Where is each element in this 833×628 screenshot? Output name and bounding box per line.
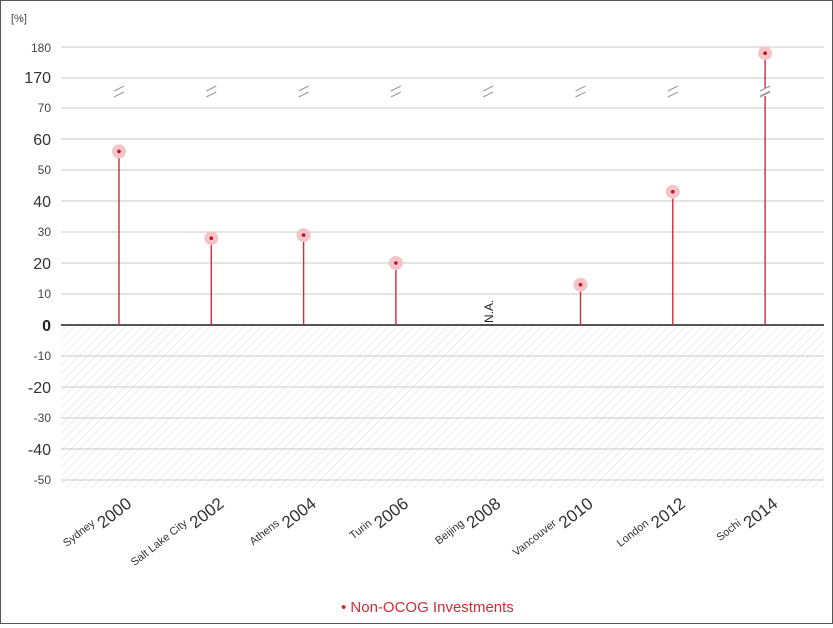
x-label-text: Vancouver 2010 xyxy=(511,492,597,566)
year-label: 2004 xyxy=(278,494,320,532)
axis-break-mark xyxy=(482,85,494,98)
y-tick-label: -40 xyxy=(28,442,51,459)
legend-label: Non-OCOG Investments xyxy=(350,599,513,616)
axis-break-mark xyxy=(298,85,309,98)
y-tick-label: 60 xyxy=(33,132,51,149)
year-label: 2008 xyxy=(463,494,505,532)
y-tick-label: 0 xyxy=(42,318,51,335)
x-label-text: Sydney 2000 xyxy=(61,492,135,556)
axis-break-mark xyxy=(390,85,402,98)
y-tick-labels: 180 170 70 60 50 40 30 20 10 0 -10 -20 -30 -40 -50 xyxy=(24,41,51,487)
x-category-label: Sochi 2014 xyxy=(714,492,781,551)
x-label-text: Salt Lake City 2002 xyxy=(129,492,228,576)
year-label: 2014 xyxy=(740,494,782,532)
x-category-label: Salt Lake City 2002 xyxy=(129,492,228,576)
axis-break-mark xyxy=(575,85,586,98)
year-label: 2006 xyxy=(371,494,413,532)
legend-bullet: • xyxy=(341,599,350,616)
x-category-label: Sydney 2000 xyxy=(61,492,135,556)
data-point xyxy=(665,184,680,325)
x-category-label: Vancouver 2010 xyxy=(511,492,597,566)
y-tick-label: 30 xyxy=(38,225,52,239)
y-tick-label: 20 xyxy=(33,256,51,273)
year-label: 2010 xyxy=(555,494,597,532)
data-point xyxy=(296,228,311,325)
negative-region xyxy=(61,325,824,488)
axis-break-marks xyxy=(113,85,771,98)
data-point xyxy=(388,256,403,325)
y-tick-label: 10 xyxy=(38,287,52,301)
x-label-text: Turin 2006 xyxy=(347,492,412,549)
city-label: London xyxy=(615,516,654,550)
legend: • Non-OCOG Investments xyxy=(341,599,514,616)
gridlines xyxy=(61,46,824,488)
axis-break-mark xyxy=(113,85,125,98)
x-category-label: Beijing 2008 xyxy=(433,492,504,554)
year-label: 2000 xyxy=(94,494,136,532)
city-label: Beijing xyxy=(433,516,469,548)
y-tick-label: 170 xyxy=(24,70,51,87)
axis-break-mark xyxy=(206,85,217,98)
city-label: Salt Lake City xyxy=(129,516,192,569)
year-label: 2002 xyxy=(186,494,228,532)
y-tick-label: -10 xyxy=(34,349,52,363)
y-tick-label: -30 xyxy=(34,411,52,425)
axis-break-mark xyxy=(667,85,679,98)
x-label-text: Athens 2004 xyxy=(248,492,320,555)
data-stems: N.A. xyxy=(112,46,773,325)
city-label: Sydney xyxy=(61,516,100,550)
x-label-text: London 2012 xyxy=(615,492,689,556)
x-label-text: Beijing 2008 xyxy=(433,492,504,554)
y-tick-label: -20 xyxy=(28,380,51,397)
y-tick-label: 40 xyxy=(33,194,51,211)
na-label: N.A. xyxy=(482,300,496,323)
y-axis-unit-label: [%] xyxy=(11,13,27,25)
data-point xyxy=(573,277,588,325)
city-label: Vancouver xyxy=(511,516,562,559)
city-label: Athens xyxy=(248,516,285,548)
x-category-label: Turin 2006 xyxy=(347,492,412,549)
y-tick-label: 50 xyxy=(38,163,52,177)
y-tick-label: -50 xyxy=(34,473,52,487)
y-tick-label: 70 xyxy=(38,101,52,115)
data-point xyxy=(112,144,126,325)
year-label: 2012 xyxy=(647,494,689,532)
data-point xyxy=(204,231,219,325)
x-category-label: London 2012 xyxy=(615,492,689,556)
legend-entry: • Non-OCOG Investments xyxy=(341,599,514,616)
y-tick-label: 180 xyxy=(31,41,51,55)
x-label-text: Sochi 2014 xyxy=(714,492,781,551)
x-category-label: Athens 2004 xyxy=(248,492,320,555)
data-point xyxy=(758,46,773,325)
